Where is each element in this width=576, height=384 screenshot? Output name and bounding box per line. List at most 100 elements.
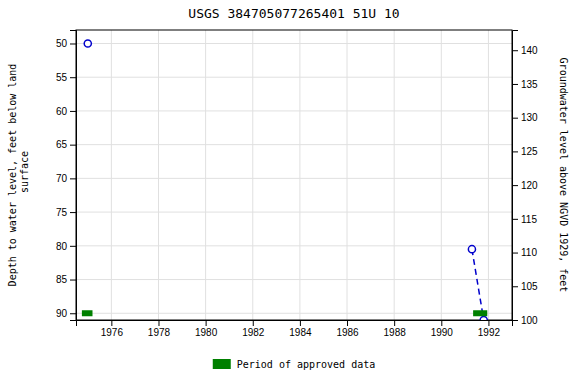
x-axis-tick-label: 1992 xyxy=(478,327,501,338)
legend-label: Period of approved data xyxy=(237,359,375,370)
x-axis-tick-label: 1976 xyxy=(101,327,124,338)
y2-axis-tick: 105 xyxy=(512,281,538,292)
y2-axis-tick-mark xyxy=(512,286,518,287)
y-axis-tick-label: 55 xyxy=(56,72,68,83)
y2-axis-tick: 140 xyxy=(512,45,538,56)
y-axis-tick-label: 65 xyxy=(56,139,68,150)
x-axis-tick-mark xyxy=(300,320,301,326)
grid-line-y xyxy=(76,313,512,314)
x-axis-tick: 1976 xyxy=(101,320,124,338)
x-axis-tick-mark xyxy=(253,320,254,326)
grid-line-x xyxy=(252,30,253,320)
y2-axis-tick-label: 100 xyxy=(521,315,538,326)
y-axis-tick: 80 xyxy=(56,241,76,252)
y-axis-line xyxy=(70,31,77,321)
y2-axis-tick: 100 xyxy=(512,315,538,326)
x-axis-line xyxy=(77,321,513,327)
x-axis-tick-mark xyxy=(347,320,348,326)
data-point xyxy=(84,40,91,47)
grid-line-x xyxy=(158,30,159,320)
y-axis-tick: 55 xyxy=(56,72,76,83)
y2-axis-tick-label: 115 xyxy=(521,214,537,225)
y-axis-tick-label: 50 xyxy=(56,38,68,49)
legend-item: Period of approved data xyxy=(213,359,375,370)
grid-line-x xyxy=(299,30,300,320)
y2-axis-tick-label: 135 xyxy=(521,79,538,90)
y-axis-tick-mark xyxy=(70,111,76,112)
y2-axis-tick: 125 xyxy=(512,146,538,157)
y2-axis-tick: 130 xyxy=(512,112,538,123)
x-axis-tick: 1978 xyxy=(148,320,171,338)
y-axis: 50 55 60 65 70 75 80 85 90 xyxy=(56,31,77,321)
grid-line-x xyxy=(488,30,489,320)
y2-axis-line xyxy=(513,31,519,321)
x-axis-tick-label: 1978 xyxy=(148,327,171,338)
y2-axis-label: Groundwater level above NGVD 1929, feet xyxy=(558,58,569,293)
y-axis-tick: 85 xyxy=(56,274,76,285)
y-axis-tick-mark xyxy=(70,77,76,78)
x-axis-tick-mark xyxy=(394,320,395,326)
y-axis-tick-label: 80 xyxy=(56,241,68,252)
y-axis-tick-mark xyxy=(70,280,76,281)
y-axis-tick-mark xyxy=(70,178,76,179)
x-axis-tick-label: 1990 xyxy=(431,327,454,338)
y2-axis-tick-mark xyxy=(512,219,518,220)
y2-axis-tick-mark xyxy=(512,50,518,51)
data-point xyxy=(480,316,487,320)
x-axis-tick: 1984 xyxy=(289,320,312,338)
x-axis-tick: 1980 xyxy=(195,320,218,338)
y-axis-tick-label: 70 xyxy=(56,173,68,184)
y2-axis-tick-mark xyxy=(512,253,518,254)
y-axis-tick-mark xyxy=(70,313,76,314)
y2-axis-tick-mark xyxy=(512,118,518,119)
plot-frame xyxy=(76,30,512,320)
data-marks xyxy=(82,40,487,320)
grid-line-y xyxy=(76,178,512,179)
grid-line-y xyxy=(76,43,512,44)
y2-axis-tick-label: 130 xyxy=(521,112,538,123)
y-axis-label: Depth to water level, feet below land su… xyxy=(7,64,30,287)
y2-axis: 140 135 130 125 120 115 110 105 100 xyxy=(512,31,538,326)
y-axis-tick-label: 75 xyxy=(56,207,68,218)
y2-axis-tick: 110 xyxy=(512,247,537,258)
y-axis-tick-mark xyxy=(70,43,76,44)
y-axis-tick-label: 90 xyxy=(56,308,68,319)
grid-line-y xyxy=(76,212,512,213)
y2-axis-tick-mark xyxy=(512,84,518,85)
x-axis-tick-label: 1980 xyxy=(195,327,218,338)
y-axis-tick-label: 60 xyxy=(56,106,68,117)
period-bar xyxy=(82,310,487,316)
x-axis-tick: 1990 xyxy=(431,320,454,338)
chart-title: USGS 384705077265401 51U 10 xyxy=(188,6,399,21)
y2-axis-tick: 135 xyxy=(512,79,538,90)
x-axis-tick: 1988 xyxy=(384,320,407,338)
grid-line-y xyxy=(76,110,512,111)
y-axis-tick: 70 xyxy=(56,173,76,184)
data-point xyxy=(468,246,475,253)
y-axis-tick: 90 xyxy=(56,308,76,319)
x-axis-tick: 1992 xyxy=(478,320,501,338)
y2-axis-tick-mark xyxy=(512,320,518,321)
x-axis-tick: 1982 xyxy=(242,320,265,338)
y-axis-tick: 75 xyxy=(56,207,76,218)
x-axis-tick-label: 1988 xyxy=(384,327,407,338)
y2-axis-tick-label: 125 xyxy=(521,146,538,157)
data-line xyxy=(472,249,484,320)
legend-swatch xyxy=(213,359,231,369)
y-axis-tick-mark xyxy=(70,212,76,213)
grid-line-x xyxy=(441,30,442,320)
x-axis-tick-mark xyxy=(206,320,207,326)
x-axis-tick: 1986 xyxy=(336,320,359,338)
y-axis-label-line: Depth to water level, feet below land xyxy=(7,64,18,287)
x-axis-tick-mark xyxy=(441,320,442,326)
grid-line-x xyxy=(347,30,348,320)
x-axis-tick-label: 1986 xyxy=(336,327,359,338)
y-axis-tick: 65 xyxy=(56,139,76,150)
y2-axis-tick: 120 xyxy=(512,180,538,191)
x-axis-tick-mark xyxy=(488,320,489,326)
y2-axis-tick-mark xyxy=(512,185,518,186)
y2-axis-tick-label: 110 xyxy=(521,247,537,258)
grid-line-y xyxy=(76,279,512,280)
x-axis: 1976 1978 1980 1982 1984 1986 1988 1990 1992 xyxy=(77,320,513,338)
y2-axis-tick-label: 120 xyxy=(521,180,538,191)
